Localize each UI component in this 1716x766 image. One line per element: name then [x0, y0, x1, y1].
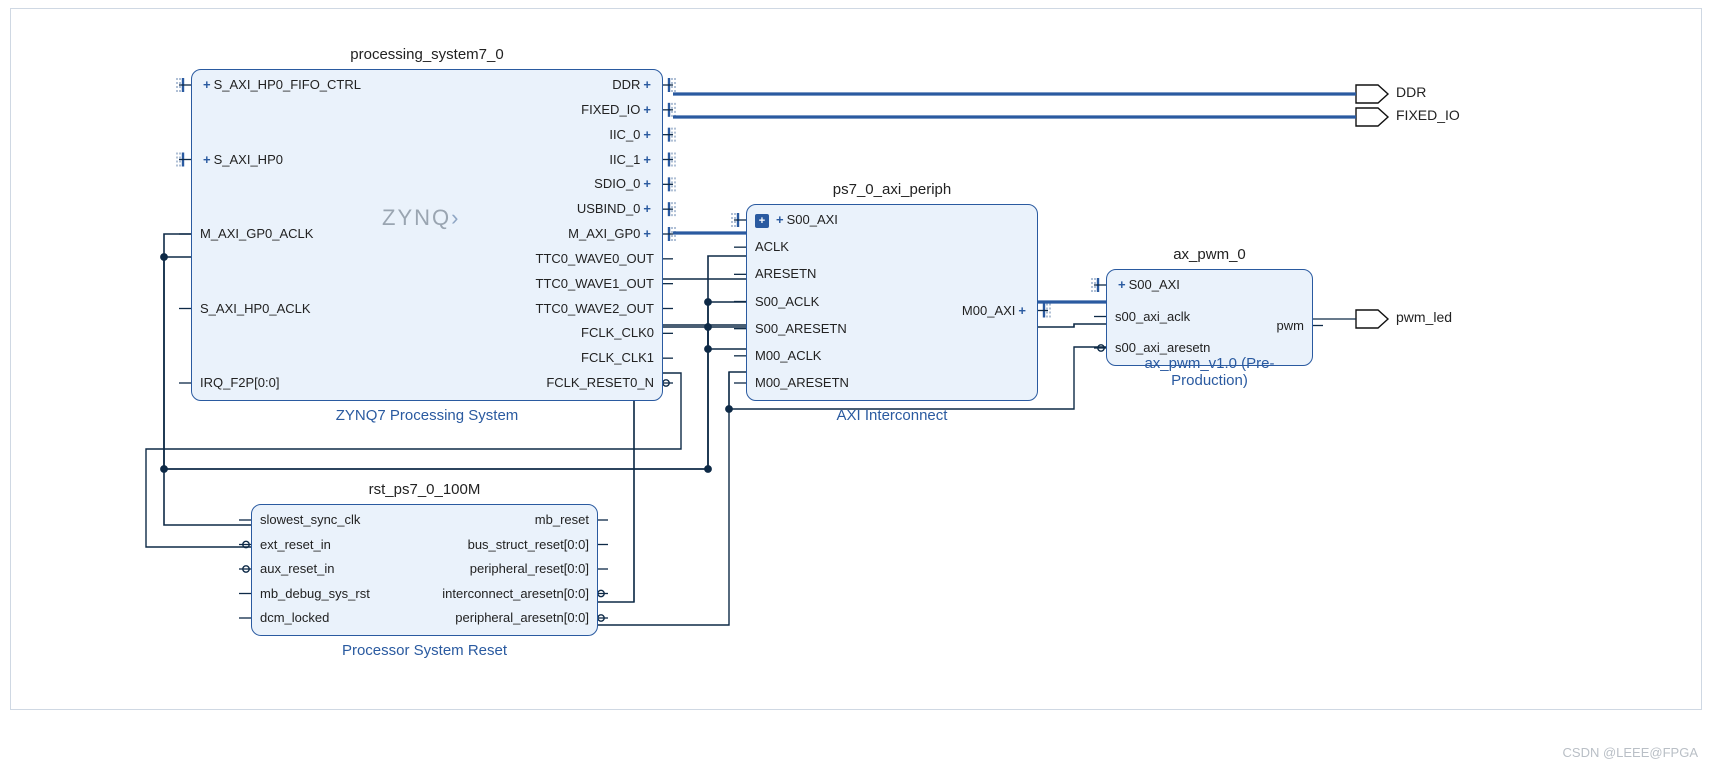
- port-mb_reset[interactable]: mb_reset: [535, 512, 589, 527]
- ext-port-DDR[interactable]: DDR: [1396, 84, 1426, 100]
- port-M00_ARESETN[interactable]: M00_ARESETN: [755, 375, 849, 390]
- block-subtitle: ZYNQ7 Processing System: [192, 407, 662, 424]
- port-USBIND_0[interactable]: USBIND_0+: [577, 201, 654, 216]
- port-FCLK_CLK0[interactable]: FCLK_CLK0: [581, 325, 654, 340]
- port-S_AXI_HP0[interactable]: +S_AXI_HP0: [200, 152, 283, 167]
- port-M_AXI_GP0[interactable]: M_AXI_GP0+: [568, 226, 654, 241]
- block-subtitle: Processor System Reset: [252, 642, 597, 659]
- port-SDIO_0[interactable]: SDIO_0+: [594, 176, 654, 191]
- port-M_AXI_GP0_ACLK[interactable]: M_AXI_GP0_ACLK: [200, 226, 313, 241]
- block-subtitle: ax_pwm_v1.0 (Pre-Production): [1107, 355, 1312, 389]
- port-IRQ_F2P_0_0_[interactable]: IRQ_F2P[0:0]: [200, 375, 279, 390]
- port-S_AXI_HP0_ACLK[interactable]: S_AXI_HP0_ACLK: [200, 301, 311, 316]
- port-pwm[interactable]: pwm: [1277, 318, 1304, 333]
- block-subtitle: AXI Interconnect: [747, 407, 1037, 424]
- block-axi[interactable]: ps7_0_axi_periphAXI Interconnect++S00_AX…: [746, 204, 1038, 401]
- port-s00_axi_aclk[interactable]: s00_axi_aclk: [1115, 309, 1190, 324]
- port-aux_reset_in[interactable]: aux_reset_in: [260, 561, 334, 576]
- port-peripheral_aresetn_0_0_[interactable]: peripheral_aresetn[0:0]: [455, 610, 589, 625]
- block-ps7[interactable]: processing_system7_0ZYNQ7 Processing Sys…: [191, 69, 663, 401]
- port-interconnect_aresetn_0_0_[interactable]: interconnect_aresetn[0:0]: [442, 586, 589, 601]
- port-ACLK[interactable]: ACLK: [755, 239, 789, 254]
- expand-icon[interactable]: +: [755, 214, 769, 228]
- port-FCLK_RESET0_N[interactable]: FCLK_RESET0_N: [546, 375, 654, 390]
- diagram-canvas: processing_system7_0 ZYNQ7 Processing Sys…: [10, 8, 1702, 710]
- port-bus_struct_reset_0_0_[interactable]: bus_struct_reset[0:0]: [468, 537, 589, 552]
- port-ARESETN[interactable]: ARESETN: [755, 266, 816, 281]
- block-pwm[interactable]: ax_pwm_0ax_pwm_v1.0 (Pre-Production)+S00…: [1106, 269, 1313, 366]
- port-TTC0_WAVE2_OUT[interactable]: TTC0_WAVE2_OUT: [536, 301, 654, 316]
- block-title: processing_system7_0: [192, 46, 662, 63]
- port-S00_AXI[interactable]: +S00_AXI: [1115, 277, 1180, 292]
- port-IIC_0[interactable]: IIC_0+: [609, 127, 654, 142]
- ext-port-FIXED_IO[interactable]: FIXED_IO: [1396, 107, 1460, 123]
- port-FCLK_CLK1[interactable]: FCLK_CLK1: [581, 350, 654, 365]
- port-S_AXI_HP0_FIFO_CTRL[interactable]: +S_AXI_HP0_FIFO_CTRL: [200, 77, 361, 92]
- port-peripheral_reset_0_0_[interactable]: peripheral_reset[0:0]: [470, 561, 589, 576]
- block-rst[interactable]: rst_ps7_0_100MProcessor System Resetslow…: [251, 504, 598, 636]
- port-dcm_locked[interactable]: dcm_locked: [260, 610, 329, 625]
- port-TTC0_WAVE0_OUT[interactable]: TTC0_WAVE0_OUT: [536, 251, 654, 266]
- port-ext_reset_in[interactable]: ext_reset_in: [260, 537, 331, 552]
- port-IIC_1[interactable]: IIC_1+: [609, 152, 654, 167]
- block-title: ps7_0_axi_periph: [747, 181, 1037, 198]
- port-slowest_sync_clk[interactable]: slowest_sync_clk: [260, 512, 360, 527]
- port-S00_ARESETN[interactable]: S00_ARESETN: [755, 321, 847, 336]
- port-s00_axi_aresetn[interactable]: s00_axi_aresetn: [1115, 340, 1210, 355]
- port-M00_AXI[interactable]: M00_AXI+: [962, 303, 1029, 318]
- block-title: ax_pwm_0: [1107, 246, 1312, 263]
- port-M00_ACLK[interactable]: M00_ACLK: [755, 348, 821, 363]
- ext-port-pwm_led[interactable]: pwm_led: [1396, 309, 1452, 325]
- port-S00_AXI[interactable]: ++S00_AXI: [755, 212, 838, 228]
- port-mb_debug_sys_rst[interactable]: mb_debug_sys_rst: [260, 586, 370, 601]
- port-FIXED_IO[interactable]: FIXED_IO+: [581, 102, 654, 117]
- watermark: CSDN @LEEE@FPGA: [1563, 745, 1698, 760]
- block-title: rst_ps7_0_100M: [252, 481, 597, 498]
- port-TTC0_WAVE1_OUT[interactable]: TTC0_WAVE1_OUT: [536, 276, 654, 291]
- port-S00_ACLK[interactable]: S00_ACLK: [755, 294, 819, 309]
- zynq-logo: ZYNQ›: [382, 205, 460, 231]
- port-DDR[interactable]: DDR+: [612, 77, 654, 92]
